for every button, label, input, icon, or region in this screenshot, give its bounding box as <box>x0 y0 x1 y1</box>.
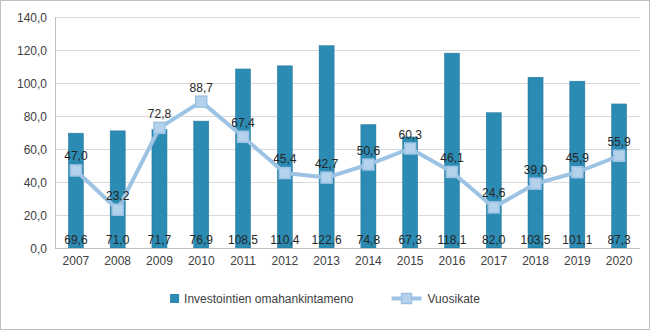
marker <box>196 96 207 107</box>
x-tick-label: 2010 <box>188 254 215 268</box>
marker <box>154 122 165 133</box>
x-tick-label: 2019 <box>564 254 591 268</box>
x-tick-label: 2016 <box>439 254 466 268</box>
x-tick-label: 2017 <box>480 254 507 268</box>
y-tick-label: 80,0 <box>24 110 48 124</box>
bar-data-label: 82,0 <box>482 233 506 247</box>
line-data-label: 67,4 <box>231 116 255 130</box>
bar-data-label: 108,5 <box>228 233 258 247</box>
x-tick-label: 2011 <box>230 254 256 268</box>
bar-data-label: 74,8 <box>357 233 381 247</box>
line-data-label: 45,4 <box>273 152 297 166</box>
marker <box>614 150 625 161</box>
grid <box>55 18 640 249</box>
legend-label: Investointien omahankintameno <box>184 292 354 306</box>
y-tick-label: 60,0 <box>24 143 48 157</box>
bar-data-label: 118,1 <box>437 233 466 247</box>
bar-data-label: 122,6 <box>312 233 342 247</box>
bar <box>486 113 501 248</box>
x-tick-label: 2013 <box>313 254 340 268</box>
bar <box>612 104 627 248</box>
bar-data-label: 71,7 <box>148 233 172 247</box>
legend-label: Vuosikate <box>428 292 481 306</box>
line-data-label: 42,7 <box>315 157 339 171</box>
x-tick-label: 2020 <box>606 254 633 268</box>
y-tick-label: 40,0 <box>24 176 48 190</box>
bar-data-label: 101,1 <box>562 233 592 247</box>
chart: 0,0 20,0 40,0 60,0 80,0 100,0 120,0 140,0 2007 20… <box>0 0 650 330</box>
y-tick-label: 100,0 <box>17 77 47 91</box>
bar <box>319 46 334 248</box>
bar-data-label: 110,4 <box>270 233 299 247</box>
line-data-label: 39,0 <box>524 163 548 177</box>
marker <box>572 167 583 178</box>
bar-data-label: 103,5 <box>521 233 551 247</box>
line-data-label: 45,9 <box>566 151 590 165</box>
bar-data-label: 76,9 <box>190 233 214 247</box>
legend: Investointien omahankintameno Vuosikate <box>170 292 480 306</box>
marker <box>238 131 249 142</box>
marks <box>68 46 626 248</box>
x-tick-label: 2018 <box>522 254 549 268</box>
legend-swatch <box>170 294 179 303</box>
grid-line <box>55 116 640 117</box>
grid-line <box>55 149 640 150</box>
grid-line <box>55 182 640 183</box>
bar-data-label: 67,3 <box>398 233 422 247</box>
bar <box>236 69 251 248</box>
line <box>76 102 619 210</box>
line-data-label: 55,9 <box>607 135 631 149</box>
y-tick-label: 140,0 <box>17 11 47 25</box>
bar <box>152 130 167 248</box>
line-data-label: 50,6 <box>357 144 381 158</box>
x-tick-label: 2012 <box>271 254 298 268</box>
x-axis <box>55 248 640 249</box>
legend-item: Investointien omahankintameno <box>170 292 354 306</box>
line-data-label: 60,3 <box>398 128 422 142</box>
x-tick-label: 2008 <box>104 254 131 268</box>
marker <box>363 159 374 170</box>
bar-data-label: 87,3 <box>607 233 631 247</box>
bar-data-label: 71,0 <box>106 233 130 247</box>
legend-item: Vuosikate <box>392 292 481 306</box>
marker <box>279 168 290 179</box>
line-data-label: 47,0 <box>64 149 88 163</box>
grid-line <box>55 83 640 84</box>
grid-line <box>55 17 640 18</box>
y-tick-label: 120,0 <box>17 44 47 58</box>
y-axis <box>55 17 56 248</box>
line-data-label: 46,1 <box>440 151 464 165</box>
x-tick-label: 2007 <box>63 254 90 268</box>
grid-line <box>55 248 640 249</box>
bar <box>194 121 209 248</box>
bar-data-label: 69,6 <box>64 233 88 247</box>
marker <box>405 143 416 154</box>
grid-line <box>55 215 640 216</box>
bar <box>403 137 418 248</box>
x-tick-label: 2014 <box>355 254 382 268</box>
data-labels: 69,6 71,0 71,7 76,9 108,5 110,4 122,6 74,8 67,3 1… <box>64 81 631 247</box>
y-tick-label: 20,0 <box>24 209 48 223</box>
line-data-label: 72,8 <box>148 107 172 121</box>
x-tick-label: 2015 <box>397 254 424 268</box>
x-tick-label: 2009 <box>146 254 173 268</box>
y-tick-label: 0,0 <box>30 242 47 256</box>
marker <box>488 202 499 213</box>
line-data-label: 88,7 <box>190 81 214 95</box>
marker <box>112 204 123 215</box>
line-data-label: 23,2 <box>106 189 130 203</box>
marker <box>530 178 541 189</box>
marker <box>70 165 81 176</box>
grid-line <box>55 50 640 51</box>
marker <box>446 166 457 177</box>
chart-frame <box>1 1 650 330</box>
marker <box>321 172 332 183</box>
legend-swatch <box>402 294 412 304</box>
line-data-label: 24,6 <box>482 186 506 200</box>
